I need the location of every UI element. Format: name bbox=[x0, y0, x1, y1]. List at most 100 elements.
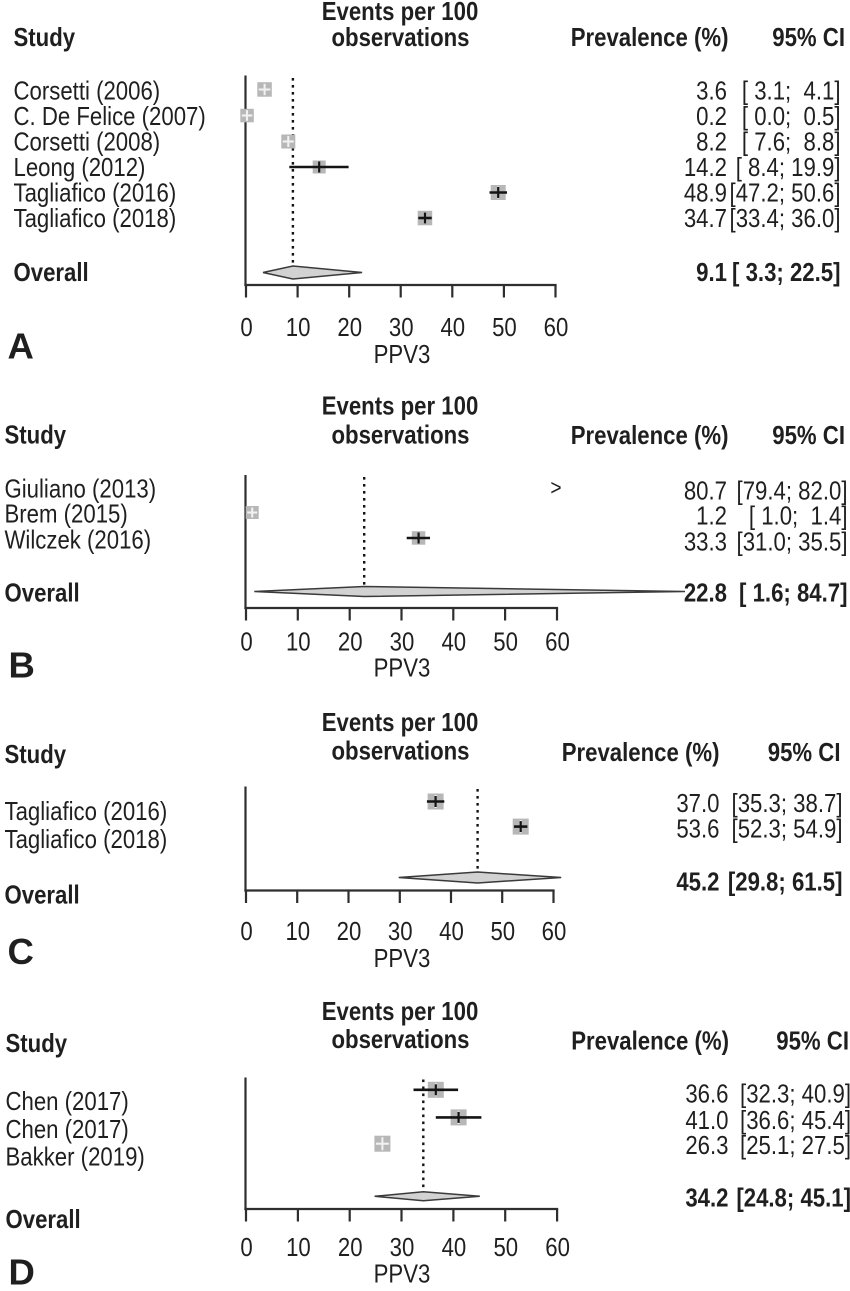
svg-text:Tagliafico (2018): Tagliafico (2018) bbox=[14, 205, 177, 234]
svg-text:0: 0 bbox=[240, 1234, 252, 1263]
svg-text:50: 50 bbox=[493, 628, 518, 657]
svg-text:50: 50 bbox=[493, 1234, 518, 1263]
svg-text:Chen (2017): Chen (2017) bbox=[6, 1088, 129, 1117]
svg-text:C. De Felice (2007): C. De Felice (2007) bbox=[14, 103, 206, 132]
svg-text:0: 0 bbox=[240, 918, 252, 947]
svg-text:Giuliano (2013): Giuliano (2013) bbox=[5, 475, 157, 504]
svg-text:95% CI: 95% CI bbox=[768, 739, 841, 768]
svg-text:40: 40 bbox=[441, 628, 466, 657]
svg-text:60: 60 bbox=[545, 628, 570, 657]
svg-text:Tagliafico (2016): Tagliafico (2016) bbox=[14, 179, 177, 208]
svg-text:[36.6; 45.4]: [36.6; 45.4] bbox=[740, 1107, 850, 1136]
svg-text:36.6: 36.6 bbox=[685, 1080, 728, 1109]
svg-text:10: 10 bbox=[286, 1234, 311, 1263]
svg-text:80.7: 80.7 bbox=[684, 477, 727, 506]
svg-text:observations: observations bbox=[331, 737, 469, 766]
svg-text:95% CI: 95% CI bbox=[772, 24, 845, 53]
svg-text:Events per 100: Events per 100 bbox=[322, 709, 479, 738]
svg-text:30: 30 bbox=[388, 918, 413, 947]
svg-text:[ 3.1; 4.1]: [ 3.1; 4.1] bbox=[742, 77, 841, 106]
svg-text:50: 50 bbox=[490, 918, 515, 947]
svg-text:33.3: 33.3 bbox=[684, 528, 727, 557]
svg-text:20: 20 bbox=[337, 314, 362, 343]
svg-text:observations: observations bbox=[331, 1026, 469, 1055]
svg-text:Leong (2012): Leong (2012) bbox=[14, 154, 146, 183]
svg-text:[35.3; 38.7]: [35.3; 38.7] bbox=[732, 790, 843, 819]
svg-text:Prevalence (%): Prevalence (%) bbox=[571, 422, 729, 451]
svg-text:[29.8; 61.5]: [29.8; 61.5] bbox=[728, 868, 843, 897]
svg-text:3.6: 3.6 bbox=[696, 77, 727, 106]
svg-text:[32.3; 40.9]: [32.3; 40.9] bbox=[740, 1080, 850, 1109]
svg-text:B: B bbox=[9, 645, 35, 686]
svg-text:[25.1; 27.5]: [25.1; 27.5] bbox=[740, 1132, 850, 1161]
svg-text:Study: Study bbox=[14, 24, 76, 53]
svg-text:Chen (2017): Chen (2017) bbox=[6, 1116, 129, 1145]
svg-text:0.2: 0.2 bbox=[696, 103, 727, 132]
svg-text:PPV3: PPV3 bbox=[374, 1260, 431, 1289]
svg-text:[ 1.6; 84.7]: [ 1.6; 84.7] bbox=[739, 579, 847, 608]
svg-text:Bakker (2019): Bakker (2019) bbox=[6, 1143, 145, 1172]
svg-text:40: 40 bbox=[440, 314, 465, 343]
svg-text:Brem (2015): Brem (2015) bbox=[5, 500, 128, 529]
svg-text:0: 0 bbox=[240, 314, 252, 343]
svg-text:60: 60 bbox=[544, 314, 569, 343]
svg-text:[31.0; 35.5]: [31.0; 35.5] bbox=[737, 528, 848, 557]
svg-text:PPV3: PPV3 bbox=[374, 654, 431, 683]
svg-text:Corsetti (2006): Corsetti (2006) bbox=[14, 77, 161, 106]
svg-text:53.6: 53.6 bbox=[676, 815, 719, 844]
svg-text:60: 60 bbox=[542, 918, 567, 947]
svg-text:Events per 100: Events per 100 bbox=[322, 0, 479, 26]
svg-text:Prevalence (%): Prevalence (%) bbox=[571, 24, 729, 53]
svg-text:PPV3: PPV3 bbox=[374, 341, 431, 370]
svg-text:37.0: 37.0 bbox=[676, 790, 719, 819]
svg-text:95% CI: 95% CI bbox=[772, 422, 845, 451]
svg-text:Overall: Overall bbox=[5, 579, 80, 608]
svg-text:60: 60 bbox=[545, 1234, 570, 1263]
svg-text:observations: observations bbox=[331, 421, 469, 450]
svg-text:30: 30 bbox=[390, 628, 415, 657]
svg-text:8.2: 8.2 bbox=[696, 128, 727, 157]
svg-text:[ 8.4; 19.9]: [ 8.4; 19.9] bbox=[736, 154, 841, 183]
svg-text:Study: Study bbox=[5, 421, 67, 450]
svg-text:20: 20 bbox=[338, 1234, 363, 1263]
svg-text:Tagliafico (2018): Tagliafico (2018) bbox=[5, 826, 168, 855]
svg-text:45.2: 45.2 bbox=[676, 868, 719, 897]
svg-text:observations: observations bbox=[331, 24, 469, 53]
svg-text:30: 30 bbox=[390, 1234, 415, 1263]
svg-text:[79.4; 82.0]: [79.4; 82.0] bbox=[737, 477, 848, 506]
svg-text:Wilczek (2016): Wilczek (2016) bbox=[5, 526, 152, 555]
svg-text:D: D bbox=[9, 1252, 35, 1291]
svg-text:Corsetti (2008): Corsetti (2008) bbox=[14, 128, 161, 157]
svg-text:40: 40 bbox=[442, 1234, 467, 1263]
svg-text:PPV3: PPV3 bbox=[374, 945, 431, 974]
svg-text:41.0: 41.0 bbox=[685, 1107, 728, 1136]
svg-text:10: 10 bbox=[285, 918, 310, 947]
svg-text:[24.8; 45.1]: [24.8; 45.1] bbox=[736, 1184, 850, 1213]
svg-text:Tagliafico (2016): Tagliafico (2016) bbox=[5, 798, 168, 827]
svg-text:95% CI: 95% CI bbox=[776, 1027, 849, 1056]
svg-text:[ 7.6; 8.8]: [ 7.6; 8.8] bbox=[742, 128, 841, 157]
svg-text:20: 20 bbox=[338, 628, 363, 657]
svg-text:1.2: 1.2 bbox=[696, 502, 727, 531]
svg-text:9.1: 9.1 bbox=[696, 259, 727, 288]
svg-text:40: 40 bbox=[439, 918, 464, 947]
svg-text:C: C bbox=[8, 931, 34, 972]
svg-text:48.9: 48.9 bbox=[684, 179, 727, 208]
svg-text:26.3: 26.3 bbox=[685, 1132, 728, 1161]
svg-text:Events per 100: Events per 100 bbox=[322, 392, 479, 421]
svg-text:[47.2; 50.6]: [47.2; 50.6] bbox=[730, 179, 841, 208]
svg-text:10: 10 bbox=[286, 314, 311, 343]
svg-text:30: 30 bbox=[389, 314, 414, 343]
svg-text:[ 0.0; 0.5]: [ 0.0; 0.5] bbox=[742, 103, 841, 132]
svg-text:34.7: 34.7 bbox=[684, 205, 727, 234]
svg-text:14.2: 14.2 bbox=[684, 154, 727, 183]
svg-text:20: 20 bbox=[337, 918, 362, 947]
svg-text:Study: Study bbox=[5, 741, 67, 770]
svg-text:[ 1.0; 1.4]: [ 1.0; 1.4] bbox=[749, 502, 848, 531]
svg-text:A: A bbox=[8, 326, 34, 367]
svg-text:>: > bbox=[550, 476, 561, 501]
svg-text:[33.4; 36.0]: [33.4; 36.0] bbox=[730, 205, 841, 234]
svg-text:Prevalence (%): Prevalence (%) bbox=[562, 739, 720, 768]
svg-text:Events per 100: Events per 100 bbox=[322, 998, 479, 1027]
svg-text:[ 3.3; 22.5]: [ 3.3; 22.5] bbox=[732, 259, 840, 288]
